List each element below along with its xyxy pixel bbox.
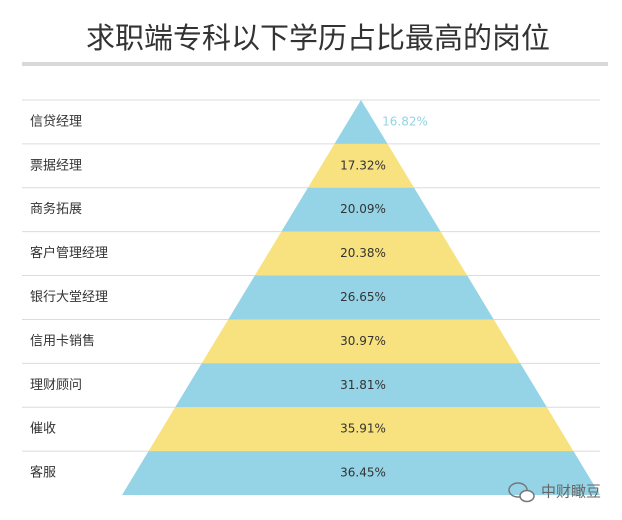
pyramid-band [281, 187, 441, 232]
category-label: 催收 [30, 422, 56, 437]
pyramid-band [254, 231, 468, 276]
pyramid-band [307, 143, 415, 188]
pyramid-band [334, 100, 388, 144]
category-label: 信贷经理 [30, 114, 82, 129]
pyramid-band [148, 407, 574, 452]
watermark-icon [519, 489, 535, 503]
value-label: 30.97% [340, 334, 386, 348]
pyramid-band [201, 319, 521, 364]
value-label: 20.38% [340, 246, 386, 260]
chart-title: 求职端专科以下学历占比最高的岗位 [86, 21, 550, 55]
pyramid-band [228, 275, 494, 320]
category-label: 客服 [30, 465, 56, 481]
category-label: 商务拓展 [30, 201, 82, 217]
value-label: 17.32% [340, 158, 386, 172]
category-label: 票据经理 [30, 158, 82, 173]
pyramid-band [122, 451, 600, 495]
category-label: 银行大堂经理 [30, 290, 108, 305]
value-label: 26.65% [340, 290, 386, 304]
value-label: 36.45% [340, 466, 386, 480]
pyramid-band [175, 363, 547, 408]
watermark-text: 中财瞰豆 [541, 483, 601, 501]
title-rule [22, 62, 608, 66]
category-label: 理财顾问 [30, 378, 82, 393]
category-label: 信用卡销售 [30, 333, 95, 349]
value-label: 20.09% [340, 202, 386, 216]
watermark: 中财瞰豆 [508, 482, 601, 503]
value-label: 31.81% [340, 378, 386, 392]
value-label: 16.82% [382, 115, 428, 129]
value-label: 35.91% [340, 422, 386, 436]
category-label: 客户管理经理 [30, 245, 108, 261]
plot: 信贷经理 16.82% 票据经理 17.32% 商务拓展 20.09% 客户管理经理 20.3… [22, 99, 600, 495]
